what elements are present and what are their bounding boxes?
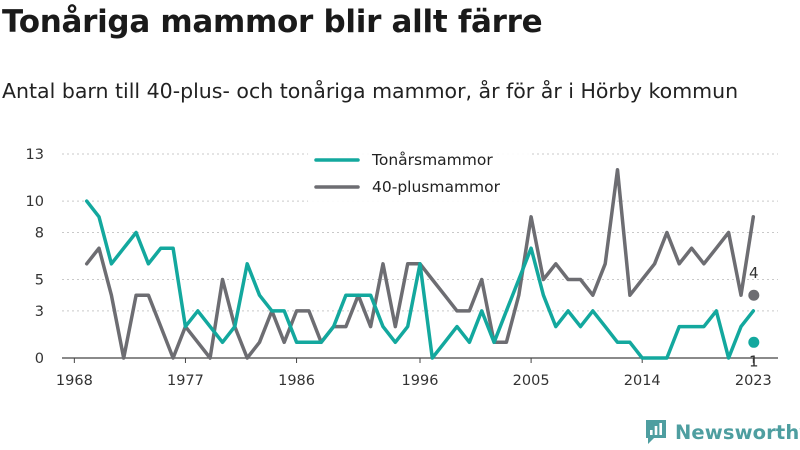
end-value-label: 4 bbox=[749, 264, 759, 282]
legend-label: Tonårsmammor bbox=[371, 151, 493, 169]
y-tick-label: 3 bbox=[35, 304, 44, 320]
y-tick-label: 5 bbox=[35, 273, 44, 289]
newsworthy-logo-icon bbox=[646, 420, 666, 444]
end-marker bbox=[748, 289, 760, 301]
x-tick-label: 1968 bbox=[56, 373, 93, 389]
y-axis-ticks: 0 3 5 8 10 13 bbox=[26, 147, 44, 367]
y-tick-label: 0 bbox=[35, 351, 44, 367]
y-tick-label: 10 bbox=[26, 194, 44, 210]
line-chart: 0 3 5 8 10 13 1968 1977 1986 1996 2005 2014 2023 To… bbox=[26, 145, 778, 389]
brand-name: Newsworthy bbox=[675, 420, 800, 444]
y-tick-label: 8 bbox=[35, 225, 44, 241]
end-markers: 14 bbox=[748, 264, 760, 370]
brand-logo: Newsworthy bbox=[644, 418, 800, 446]
x-tick-label: 2005 bbox=[513, 373, 550, 389]
series-lines bbox=[84, 167, 756, 360]
end-marker bbox=[748, 336, 760, 348]
x-tick-label: 2023 bbox=[735, 373, 772, 389]
x-tick-label: 1986 bbox=[278, 373, 315, 389]
legend: Tonårsmammor 40-plusmammor bbox=[308, 145, 530, 203]
x-tick-label: 2014 bbox=[624, 373, 661, 389]
legend-background bbox=[308, 145, 530, 203]
x-tick-label: 1977 bbox=[167, 373, 204, 389]
series-line-tonarsmammor bbox=[84, 199, 756, 360]
chart-title: Tonåriga mammor blir allt färre bbox=[2, 4, 543, 40]
x-axis-ticks: 1968 1977 1986 1996 2005 2014 2023 bbox=[56, 358, 772, 389]
chart-subtitle: Antal barn till 40-plus- och tonåriga ma… bbox=[2, 79, 739, 103]
end-value-label: 1 bbox=[749, 352, 759, 370]
legend-label: 40-plusmammor bbox=[372, 178, 501, 196]
x-tick-label: 1996 bbox=[402, 373, 439, 389]
y-tick-label: 13 bbox=[26, 147, 44, 163]
